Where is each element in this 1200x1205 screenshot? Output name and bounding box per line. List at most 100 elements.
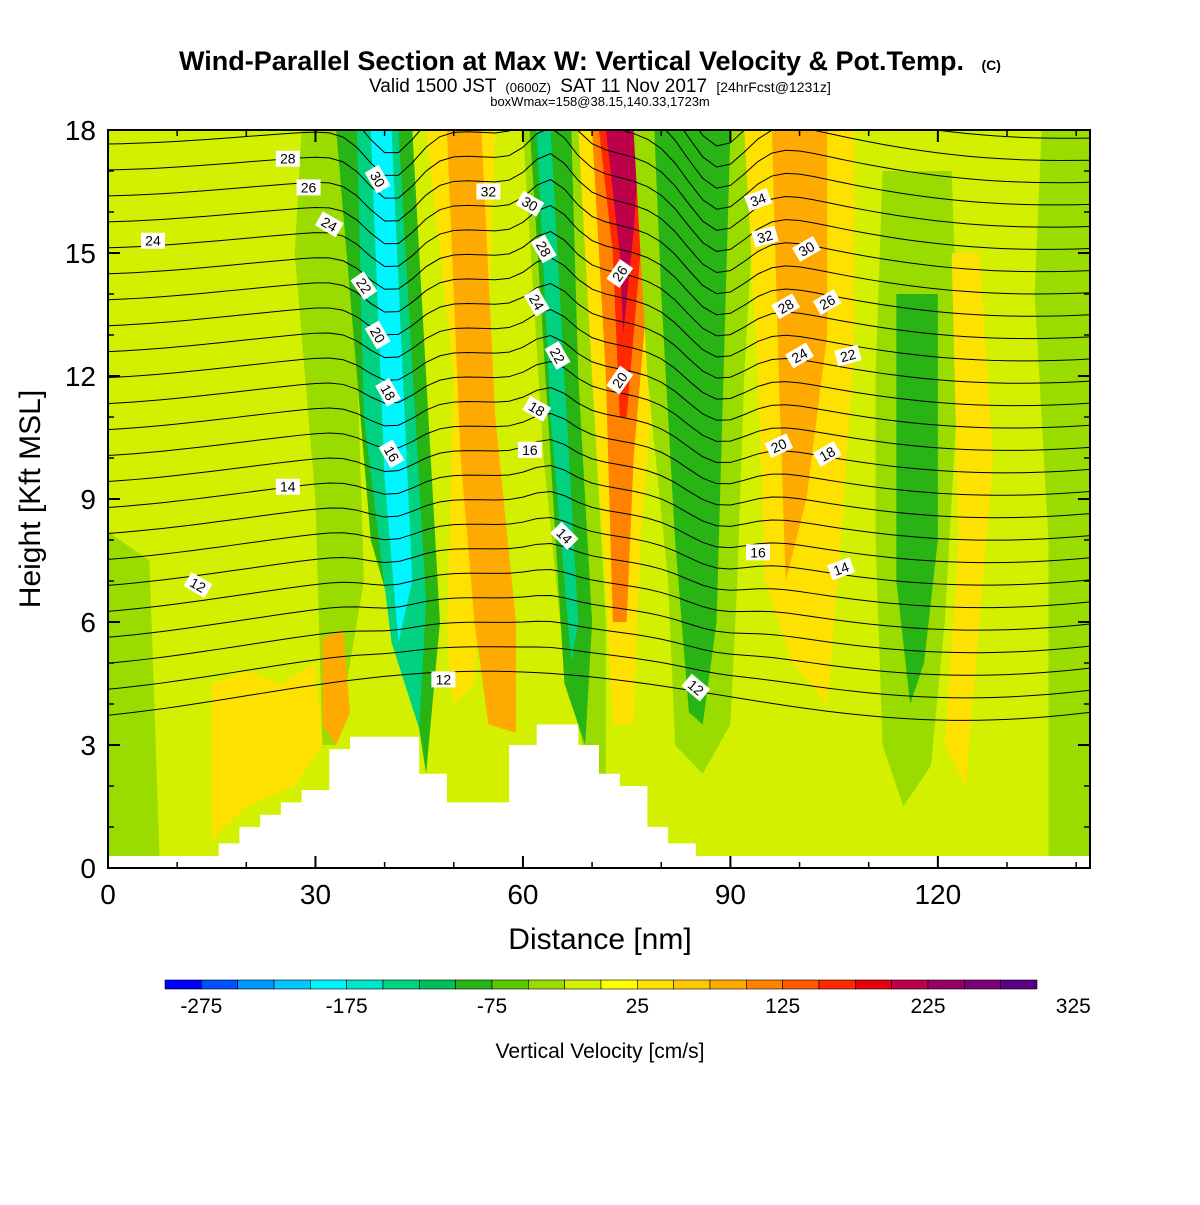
isentrope-value: 18 (377, 382, 399, 404)
isentrope-value: 28 (280, 151, 296, 167)
isentrope-value: 18 (816, 443, 838, 465)
x-tick-label: 0 (100, 879, 116, 910)
isentrope-value: 16 (381, 443, 403, 465)
isentrope-value: 32 (755, 227, 774, 247)
isentrope (108, 412, 1090, 496)
valid-date: SAT 11 Nov 2017 (560, 76, 707, 97)
isentrope (108, 490, 1090, 564)
isentrope-value: 22 (838, 346, 857, 366)
velocity-band (322, 630, 351, 745)
velocity-band (294, 130, 364, 745)
isentrope-value: 24 (319, 213, 341, 235)
x-axis: 0 30 60 90 120 (100, 130, 1077, 910)
isentrope-value: 20 (768, 435, 789, 456)
terrain (108, 724, 1090, 868)
forecast-info: [24hrFcst@1231z] (716, 79, 831, 95)
colorbar-swatch (273, 979, 311, 990)
colorbar: -275 -175 -75 25 125 225 325 (164, 979, 1091, 1018)
isentrope (682, 130, 1090, 168)
y-tick-label: 3 (80, 730, 96, 761)
isentrope (108, 152, 1090, 274)
isentrope-value: 18 (526, 398, 548, 420)
isentrope (108, 130, 1090, 252)
colorbar-swatch (673, 979, 711, 990)
isentrope-label: 30 (364, 164, 391, 194)
velocity-band (896, 294, 938, 704)
isentrope-label: 14 (827, 557, 856, 581)
isentrope-value: 26 (301, 179, 317, 195)
isentrope-label: 12 (183, 572, 213, 599)
isentrope (108, 334, 1090, 429)
colorbar-tick-label: -75 (477, 995, 507, 1018)
isentrope (361, 130, 1090, 210)
isentrope (108, 568, 1090, 631)
isentrope-value: 24 (789, 345, 811, 367)
isentrope-lines (108, 130, 1090, 721)
colorbar-swatch (637, 979, 674, 990)
isentrope-value: 30 (796, 238, 818, 260)
isentrope-label: 22 (350, 271, 378, 301)
isentrope (108, 130, 1090, 231)
colorbar-swatch (927, 979, 965, 990)
x-tick-label: 60 (507, 879, 538, 910)
velocity-band (211, 663, 323, 840)
y-axis: 0 3 6 9 12 15 18 (65, 115, 1090, 884)
isentrope-label: 14 (275, 478, 300, 495)
colorbar-tick-label: -175 (326, 995, 368, 1018)
colorbar-tick-label: -275 (180, 995, 222, 1018)
isentrope (108, 256, 1090, 362)
isentrope (108, 386, 1090, 474)
isentrope-value: 14 (831, 558, 851, 578)
colorbar-swatch (201, 979, 238, 990)
velocity-band (108, 531, 160, 868)
colorbar-tick-label: 325 (1056, 995, 1091, 1018)
isentrope-value: 28 (775, 295, 797, 317)
isentrope-label: 32 (476, 183, 501, 200)
isentrope (108, 594, 1090, 654)
isentrope-label: 16 (378, 439, 405, 469)
copyright-mark: (C) (982, 57, 1001, 73)
isentrope (108, 178, 1090, 295)
x-axis-label: Distance [nm] (508, 923, 691, 956)
isentrope-label: 16 (517, 441, 542, 458)
isentrope-label: 34 (744, 188, 773, 212)
isentrope-label: 24 (523, 287, 550, 317)
isentrope-value: 30 (367, 168, 389, 190)
y-tick-label: 9 (80, 484, 96, 515)
isentrope (108, 282, 1090, 384)
colorbar-swatch (382, 979, 420, 990)
isentrope-value: 12 (436, 671, 452, 687)
colorbar-swatch (164, 979, 202, 990)
chart-title: Wind-Parallel Section at Max W: Vertical… (179, 46, 964, 76)
colorbar-swatch (419, 979, 456, 990)
isentrope-label: 22 (544, 341, 571, 370)
isentrope (108, 308, 1090, 407)
isentrope-label: 26 (296, 179, 321, 196)
isentrope-value: 26 (816, 291, 838, 313)
isentrope-label: 24 (314, 211, 344, 238)
isentrope (108, 646, 1090, 699)
isentrope-label: 12 (681, 673, 711, 702)
isentrope-label: 20 (364, 320, 391, 350)
x-tick-label: 30 (300, 879, 331, 910)
isentrope-value: 12 (187, 574, 209, 596)
isentrope (384, 130, 1090, 189)
colorbar-tick-label: 225 (910, 995, 945, 1018)
isentrope-label: 20 (606, 365, 634, 395)
isentrope-label: 26 (812, 289, 842, 316)
isentrope-value: 28 (533, 238, 555, 260)
box-wmax-info: boxWmax=158@38.15,140.33,1723m (490, 94, 710, 109)
colorbar-swatch (855, 979, 892, 990)
colorbar-swatch (455, 979, 493, 990)
isentrope-label: 16 (746, 544, 771, 561)
x-tick-label: 90 (715, 879, 746, 910)
isentrope-label: 24 (785, 342, 814, 369)
colorbar-swatch (310, 979, 347, 990)
colorbar-swatch (1000, 979, 1038, 990)
terrain-base (108, 856, 1090, 868)
isentrope-label: 24 (140, 232, 165, 249)
colorbar-swatch (964, 979, 1001, 990)
isentrope-value: 32 (481, 184, 497, 200)
